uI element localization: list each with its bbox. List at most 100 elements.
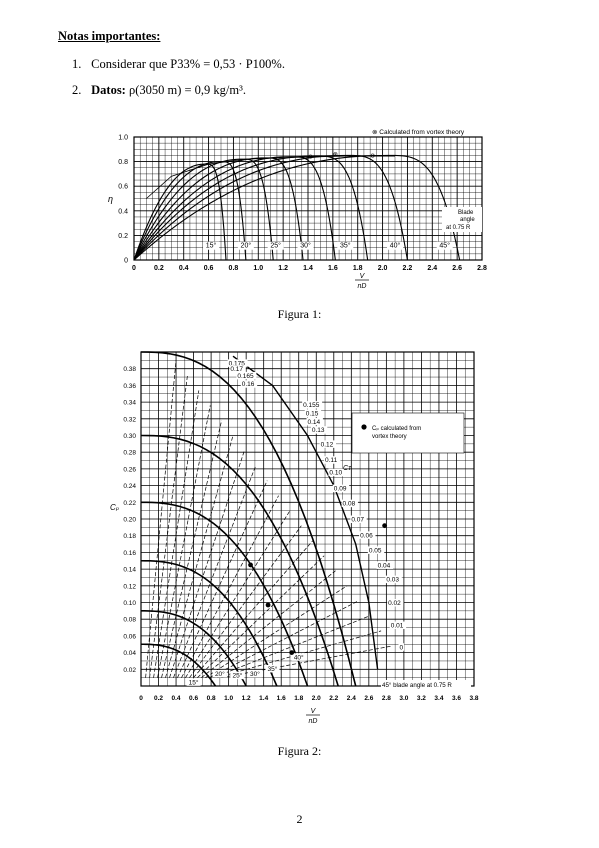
ct-label-bg (376, 561, 394, 569)
ct-value-label: 0.14 (308, 419, 321, 426)
ct-label-bg (310, 426, 328, 434)
angle-label-bg (337, 241, 354, 250)
vortex-dot-icon (265, 602, 271, 608)
efficiency-curve-6 (133, 154, 408, 261)
ct-line-13 (197, 555, 325, 678)
figure-2-ylabel: Cₚ (110, 503, 120, 512)
angle-label: 35° (268, 665, 278, 673)
notes-list: 1. Considerar que P33% = 0,53 · P100%. 2… (72, 51, 285, 103)
ct-value-label: 0.08 (343, 501, 356, 508)
vortex-marker-icon: ⊗ (333, 152, 338, 158)
angle-label: 20° (215, 670, 225, 678)
ct-label-bg (229, 365, 246, 373)
figure-2-blade-label: 45° blade angle at 0.75 R (381, 680, 471, 689)
angle-label: 35° (340, 242, 351, 250)
figure-1-xlabel-num: V (360, 273, 366, 280)
figure-1-curves (133, 154, 461, 261)
svg-text:angle: angle (460, 217, 475, 223)
angle-label: 15° (189, 678, 199, 686)
x-tick-label: 2.2 (403, 265, 413, 272)
angle-label-bg (247, 669, 262, 678)
angle-label: 45° (439, 242, 450, 250)
figure-2-xlabel-num: V (311, 708, 317, 715)
x-tick-label: 0.2 (154, 265, 164, 272)
cp-curve-1 (140, 610, 247, 687)
note-item-1: 1. Considerar que P33% = 0,53 · P100%. (72, 57, 285, 71)
ct-value-label: 0.04 (378, 562, 391, 569)
ct-value-label: 0.01 (391, 623, 404, 630)
x-tick-label: 2.6 (364, 695, 373, 702)
ct-line-12 (193, 540, 314, 678)
angle-label: 25° (270, 242, 281, 250)
cp-curve-3 (140, 501, 309, 687)
ct-value-label: 0.12 (321, 441, 334, 448)
ct-line-3 (157, 405, 211, 678)
angle-label-bg (436, 241, 453, 250)
legend-dot-icon (361, 424, 367, 430)
ct-line-4 (161, 420, 222, 678)
y-tick-label: 0.14 (123, 567, 136, 574)
ct-value-label: 0.03 (386, 577, 399, 584)
x-tick-label: 2.8 (382, 695, 391, 702)
x-tick-label: 0.8 (229, 265, 239, 272)
figure-2-grid (140, 351, 475, 687)
ct-value-label: 0.05 (369, 547, 382, 554)
y-tick-label: 0.04 (123, 650, 136, 657)
x-tick-label: 3.4 (434, 695, 443, 702)
angle-label: 40° (294, 653, 304, 661)
angle-label-bg (387, 241, 403, 250)
ct-line-7 (173, 465, 257, 678)
ct-value-label: 0.07 (351, 517, 364, 524)
ct-label-bg (387, 599, 404, 607)
x-tick-label: 1.0 (253, 265, 263, 272)
x-tick-label: 0 (132, 265, 136, 272)
ct-value-label: 0.11 (325, 457, 338, 464)
ct-label-bg (324, 456, 341, 464)
ct-label-bg (227, 359, 248, 367)
efficiency-curve-4 (133, 156, 336, 261)
svg-text:at 0.75 R: at 0.75 R (446, 225, 471, 231)
angle-label-bg (203, 241, 220, 250)
ct-line-9 (181, 495, 279, 678)
x-tick-label: 3.0 (399, 695, 408, 702)
legend-symbol-icon: ⊗ (372, 129, 379, 136)
ct-label-bg (306, 417, 323, 426)
note-text: ρ(3050 m) = 0,9 kg/m³. (128, 83, 246, 97)
angle-label-bg (212, 669, 227, 678)
ct-value-label: 0.06 (360, 532, 373, 539)
ct-line-2 (153, 390, 200, 678)
ct-label-bg (350, 515, 367, 524)
y-tick-label: 0.22 (123, 500, 136, 507)
x-tick-label: 1.4 (303, 265, 313, 272)
angle-label-bg (265, 664, 280, 673)
efficiency-curve-7 (133, 154, 461, 261)
x-tick-label: 0.2 (154, 695, 163, 702)
x-tick-label: 1.8 (353, 265, 363, 272)
angle-label: 20° (241, 242, 252, 250)
x-tick-label: 3.6 (452, 695, 461, 702)
ct-value-label: 0.10 (329, 470, 342, 477)
angle-label: 40° (390, 242, 401, 250)
figure-2-xlabel-den: nD (309, 718, 318, 725)
ct-line-15 (205, 585, 348, 678)
ct-value-label: 0.175 (229, 360, 246, 367)
efficiency-curve-5 (133, 155, 369, 261)
y-tick-label: 0.06 (123, 633, 136, 640)
ct-line-0 (145, 360, 177, 678)
x-tick-label: 1.2 (278, 265, 288, 272)
x-tick-label: 3.2 (417, 695, 426, 702)
ct-value-label: 0.17 (230, 366, 243, 373)
page-number: 2 (296, 812, 303, 826)
y-tick-label: 0.34 (123, 400, 136, 407)
ct-label-bg (332, 484, 350, 493)
ct-line-11 (189, 525, 302, 678)
figure-1-grid (133, 136, 483, 261)
angle-label: 15° (206, 242, 217, 250)
angle-label: 25° (232, 672, 242, 680)
x-tick-label: 1.2 (242, 695, 251, 702)
ct-line-17 (213, 615, 370, 678)
ct-value-label: 0 (400, 644, 404, 651)
figure-2-ct-label: Cᴛ (343, 465, 352, 472)
